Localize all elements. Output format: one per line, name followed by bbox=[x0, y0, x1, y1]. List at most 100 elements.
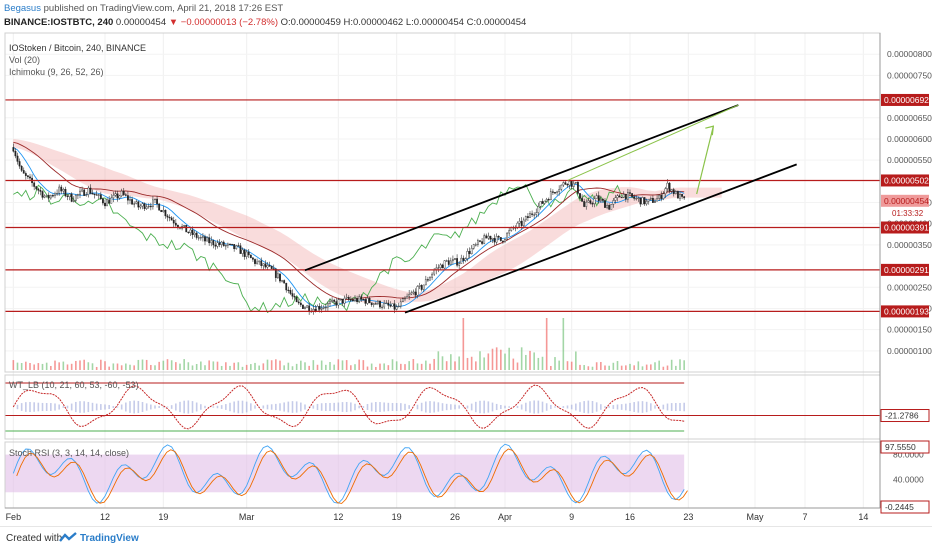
wt-histogram-bar bbox=[596, 402, 598, 411]
wt-histogram-bar bbox=[592, 401, 594, 413]
publish-line: Begasus published on TradingView.com, Ap… bbox=[4, 2, 928, 16]
candle-body bbox=[208, 238, 209, 243]
volume-bar bbox=[608, 366, 610, 370]
level-tag-label: 0.00000291 bbox=[884, 265, 929, 275]
wt-histogram-bar bbox=[104, 404, 106, 409]
candle-body bbox=[146, 207, 147, 209]
volume-bar bbox=[229, 366, 231, 370]
candle-body bbox=[73, 200, 74, 201]
volume-bar bbox=[100, 360, 102, 370]
volume-bar bbox=[650, 364, 652, 370]
wt-histogram-bar bbox=[88, 402, 90, 412]
volume-bar bbox=[367, 367, 369, 370]
volume-bar bbox=[350, 365, 352, 370]
wt-histogram-bar bbox=[67, 406, 69, 409]
wt-histogram-bar bbox=[504, 406, 506, 409]
axes bbox=[5, 33, 880, 508]
candle-body bbox=[521, 221, 522, 226]
candle-body bbox=[50, 195, 51, 198]
x-tick-label: Mar bbox=[239, 512, 255, 522]
candle-body bbox=[75, 195, 76, 200]
wt-histogram-bar bbox=[288, 402, 290, 413]
candle-body bbox=[358, 297, 359, 302]
volume-bar bbox=[454, 361, 456, 370]
volume-bar bbox=[646, 365, 648, 370]
candle-body bbox=[190, 230, 191, 233]
x-tick-label: 26 bbox=[450, 512, 460, 522]
candle-body bbox=[129, 199, 130, 200]
candle-body bbox=[629, 193, 630, 194]
candle-body bbox=[419, 285, 420, 286]
volume-bar bbox=[579, 365, 581, 370]
candle-body bbox=[46, 195, 47, 196]
candle-body bbox=[265, 264, 266, 267]
candle-body bbox=[525, 216, 526, 219]
candle-body bbox=[490, 236, 491, 239]
candle-body bbox=[308, 306, 309, 311]
y-tick-label: 0.00000800 bbox=[887, 49, 932, 59]
volume-bar bbox=[625, 365, 627, 370]
volume-bar bbox=[83, 360, 85, 370]
candle-body bbox=[667, 183, 668, 188]
candle-body bbox=[71, 194, 72, 202]
candle-body bbox=[423, 285, 424, 290]
volume-bar bbox=[21, 363, 23, 370]
wt-histogram-bar bbox=[21, 403, 23, 411]
volume-bar bbox=[496, 347, 498, 370]
candle-body bbox=[171, 218, 172, 220]
y-tick-label: 0.00000350 bbox=[887, 240, 932, 250]
wt-histogram-bar bbox=[58, 404, 60, 409]
candle-body bbox=[213, 240, 214, 245]
candle-body bbox=[90, 188, 91, 193]
candle-body bbox=[344, 298, 345, 303]
wt-histogram-bar bbox=[204, 406, 206, 408]
volume-bar bbox=[592, 367, 594, 370]
candle-body bbox=[388, 303, 389, 305]
candle-body bbox=[373, 304, 374, 305]
volume-bar bbox=[54, 361, 56, 370]
wt-histogram-bar bbox=[113, 406, 115, 408]
volume-bar bbox=[267, 360, 269, 370]
volume-bar bbox=[679, 359, 681, 370]
candle-body bbox=[127, 195, 128, 200]
volume-bar bbox=[392, 359, 394, 370]
candle-body bbox=[658, 195, 659, 198]
candle-body bbox=[288, 290, 289, 291]
candle-body bbox=[450, 261, 451, 265]
candle-body bbox=[186, 225, 187, 232]
candle-body bbox=[508, 231, 509, 234]
volume-bar bbox=[138, 360, 140, 370]
candle-body bbox=[621, 197, 622, 198]
candle-body bbox=[386, 303, 387, 304]
author-link[interactable]: Begasus bbox=[4, 3, 41, 14]
volume-bar bbox=[508, 348, 510, 370]
volume-bar bbox=[683, 360, 685, 370]
wt-histogram-bar bbox=[579, 402, 581, 412]
candle-body bbox=[354, 298, 355, 300]
candle-body bbox=[250, 255, 251, 258]
volume-bar bbox=[379, 364, 381, 370]
volume-bar bbox=[275, 359, 277, 370]
candle-body bbox=[296, 297, 297, 302]
ichimoku-cloud-fill bbox=[13, 139, 721, 304]
candle-body bbox=[673, 189, 674, 193]
last-value: 0.00000454 bbox=[116, 17, 166, 28]
candle-body bbox=[598, 196, 599, 201]
volume-bar bbox=[88, 362, 90, 370]
stoch-band bbox=[5, 455, 684, 493]
volume-bar bbox=[204, 365, 206, 370]
candle-body bbox=[292, 294, 293, 297]
wt-histogram-bar bbox=[179, 402, 181, 412]
candle-body bbox=[350, 299, 351, 300]
candle-body bbox=[138, 202, 139, 207]
candle-body bbox=[638, 198, 639, 199]
candle-body bbox=[198, 237, 199, 238]
tradingview-brand[interactable]: TradingView bbox=[80, 533, 139, 544]
x-tick-label: 19 bbox=[392, 512, 402, 522]
candle-body bbox=[111, 198, 112, 203]
candle-body bbox=[321, 308, 322, 309]
wt-histogram-bar bbox=[383, 402, 385, 411]
wt-histogram-bar bbox=[388, 403, 390, 411]
volume-bar bbox=[271, 360, 273, 370]
wt-histogram-bar bbox=[663, 405, 665, 410]
